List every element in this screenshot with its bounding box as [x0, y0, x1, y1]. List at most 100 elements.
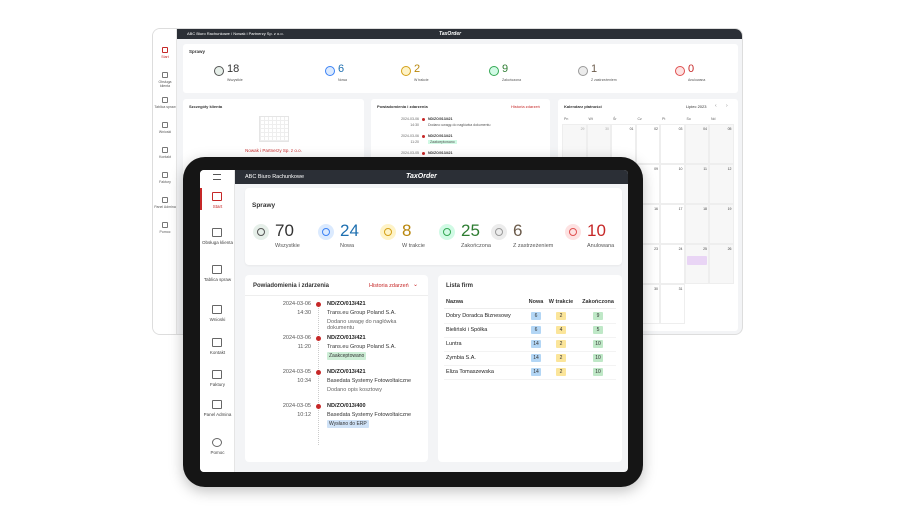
day-number: 10: [678, 167, 683, 171]
companies-card: Lista firm Nazwa Nowa W trakcie Zakończona Do…: [438, 275, 622, 462]
event-dot: [422, 152, 425, 155]
stat-value: 25: [461, 221, 480, 240]
column-header: Nowa: [528, 299, 544, 305]
stat-label: W trakcie: [402, 243, 425, 249]
events-link-chevron: ⌄: [413, 282, 419, 288]
sidebar: [200, 170, 235, 472]
event-time: 14:30: [297, 310, 311, 316]
weekday: So: [686, 117, 691, 121]
count-badge: 6: [531, 312, 541, 320]
day-number: 19: [727, 207, 732, 211]
stat-value: 9: [502, 63, 509, 75]
event-number: ND/ZO/013/421: [327, 369, 366, 375]
logo: TaxOrder: [439, 31, 462, 37]
stat-icon: [214, 66, 224, 76]
calendar-day: 17: [660, 204, 685, 244]
nav-label[interactable]: Obsługa klienta: [158, 80, 172, 88]
stat-value: 2: [414, 63, 421, 75]
event-detail: Zaakceptowano: [428, 140, 457, 144]
nav-icon: [212, 338, 222, 347]
nav-label[interactable]: Pomoc: [210, 450, 225, 455]
calendar-day: 04: [684, 124, 709, 164]
company-name: Luntra: [446, 341, 462, 347]
count-badge: 2: [556, 312, 566, 320]
count-badge: 6: [531, 326, 541, 334]
nav-label[interactable]: Panel Admina: [154, 205, 176, 209]
nav-label[interactable]: Kontakt: [159, 155, 171, 159]
event-number: ND/ZO/013/400: [327, 403, 366, 409]
event-badge: Wysłano do ERP: [327, 420, 369, 428]
nav-label[interactable]: Pomoc: [159, 230, 171, 234]
stat-icon-glyph: [495, 228, 503, 236]
client-image: [259, 116, 289, 142]
event-company: Trans.eu Group Poland S.A.: [327, 310, 396, 316]
day-number: 26: [727, 247, 732, 251]
day-number: 02: [654, 127, 658, 131]
events-link[interactable]: Historia zdarzeń: [511, 104, 540, 109]
stat-value: 1: [591, 63, 598, 75]
nav-label[interactable]: Faktury: [159, 180, 171, 184]
active-indicator: [200, 188, 202, 210]
company-name: Dobry Doradca Biznesowy: [446, 313, 511, 319]
day-number: 17: [678, 207, 683, 211]
event-time: 10:12: [297, 412, 311, 418]
companies-title: Lista firm: [446, 283, 474, 289]
column-header: W trakcie: [548, 299, 574, 305]
day-number: 05: [727, 127, 732, 131]
stat-value: 24: [340, 221, 359, 240]
nav-label[interactable]: Tablica spraw: [154, 105, 176, 109]
nav-label[interactable]: Wnioski: [209, 317, 226, 322]
nav-label[interactable]: Start: [161, 55, 169, 59]
stat-value: 6: [338, 63, 345, 75]
calendar-day: 24: [660, 244, 685, 284]
client-title: Szczegóły klienta: [189, 104, 223, 109]
calendar-title: Kalendarz płatności: [564, 104, 602, 109]
event-text: Dodano opis kosztowy: [327, 387, 383, 393]
weekday: Nd: [711, 117, 716, 121]
header-divider: [444, 308, 616, 309]
stat-label: Nowa: [338, 78, 347, 82]
weekday: Pt: [662, 117, 666, 121]
column-header: Zakończona: [582, 299, 614, 305]
day-number: 23: [654, 247, 658, 251]
calendar-event: [686, 256, 707, 265]
stat-value: 10: [587, 221, 606, 240]
top-bar: [177, 29, 742, 39]
nav-label[interactable]: Start: [212, 204, 223, 209]
calendar-day: 26: [709, 244, 734, 284]
day-number: 18: [703, 207, 707, 211]
cases-title: Sprawy: [252, 202, 276, 209]
stat-label: Wszystkie: [275, 243, 300, 249]
logo: TaxOrder: [406, 173, 437, 180]
events-title: Powiadomienia i zdarzenia: [253, 283, 330, 289]
nav-label[interactable]: Obsługa klienta: [201, 240, 234, 245]
calendar-next: ›: [726, 103, 728, 109]
nav-icon: [162, 97, 168, 103]
calendar-day: 18: [684, 204, 709, 244]
nav-label[interactable]: Kontakt: [209, 350, 226, 355]
event-dot: [422, 118, 425, 121]
event-company: Trans.eu Group Poland S.A.: [327, 344, 396, 350]
nav-icon: [212, 228, 222, 237]
calendar-month: Lipiec 2023: [686, 104, 707, 109]
weekday: Śr: [613, 117, 617, 121]
calendar-day: 12: [709, 164, 734, 204]
event-dot: [316, 302, 321, 307]
nav-label[interactable]: Tablica spraw: [203, 277, 232, 282]
nav-label[interactable]: Panel Admina: [203, 412, 232, 417]
nav-label[interactable]: Wnioski: [158, 130, 172, 134]
events-link[interactable]: Historia zdarzeń: [369, 283, 409, 289]
stat-icon-glyph: [569, 228, 577, 236]
event-time: 10:34: [297, 378, 311, 384]
nav-icon: [162, 172, 168, 178]
count-badge: 4: [556, 326, 566, 334]
stat-label: Z zastrzeżeniem: [591, 78, 617, 82]
row-divider: [444, 379, 616, 380]
stat-icon: [401, 66, 411, 76]
nav-label[interactable]: Faktury: [209, 382, 225, 387]
count-badge: 5: [593, 326, 603, 334]
stat-icon: [489, 66, 499, 76]
event-number: ND/ZO/013/421: [428, 151, 453, 155]
nav-icon: [162, 222, 168, 228]
